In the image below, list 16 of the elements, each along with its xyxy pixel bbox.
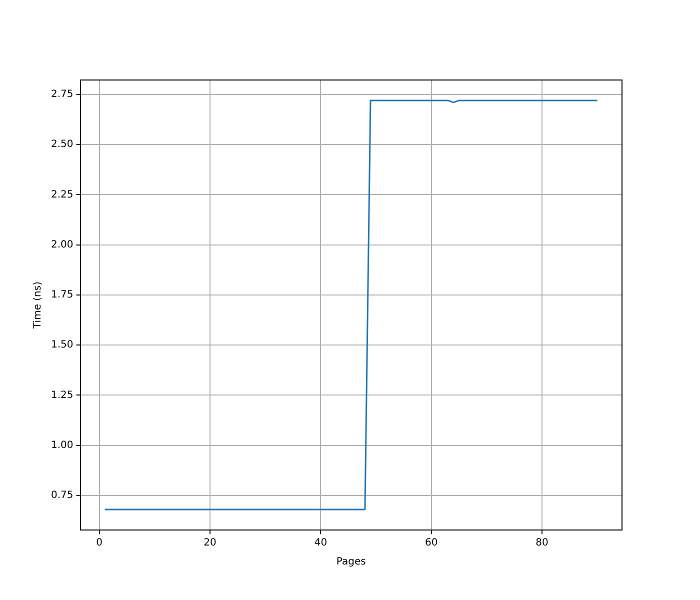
y-axis-title: Time (ns) (32, 281, 44, 330)
x-tick-label: 40 (314, 538, 328, 549)
x-tick-label: 0 (96, 538, 103, 549)
y-tick-label: 1.25 (51, 390, 74, 401)
x-tick-label: 80 (536, 538, 548, 549)
y-tick-label: 1.50 (51, 340, 74, 351)
y-tick-label: 1.75 (51, 290, 74, 301)
y-tick-label: 2.75 (51, 89, 74, 100)
x-axis-title: Pages (336, 556, 366, 568)
x-tick-label: 60 (425, 538, 438, 549)
x-tick-label: 20 (204, 538, 216, 549)
y-tick-label: 2.25 (51, 189, 74, 200)
y-tick-label: 0.75 (51, 490, 74, 502)
y-tick-label: 2.50 (51, 139, 74, 150)
y-tick-label: 2.00 (51, 239, 74, 250)
y-tick-label: 1.00 (51, 440, 74, 451)
